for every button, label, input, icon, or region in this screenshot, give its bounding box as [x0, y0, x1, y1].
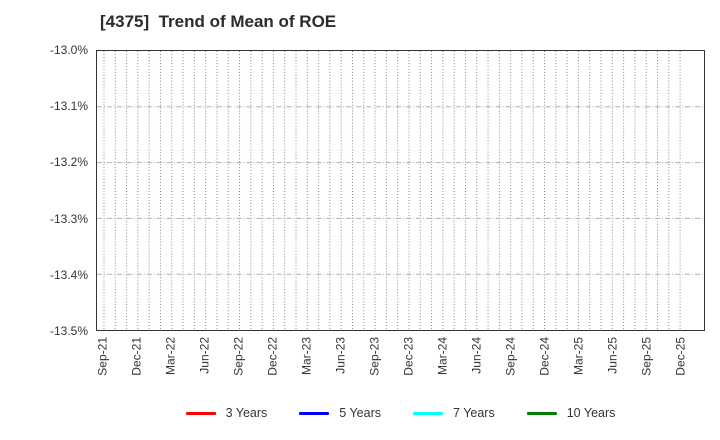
y-tick-label: -13.5%: [49, 324, 88, 338]
x-tick-label: Jun-22: [197, 337, 212, 374]
x-tick-label: Mar-24: [435, 337, 450, 376]
legend-line-5-years: [299, 411, 330, 415]
x-tick-label: Sep-23: [367, 337, 382, 376]
x-tick-label: Sep-22: [231, 337, 246, 376]
y-tick-label: -13.0%: [49, 43, 88, 57]
legend-label-7-years: 7 Years: [453, 406, 495, 420]
x-tick-label: Dec-23: [401, 337, 416, 376]
x-tick-label: Jun-24: [469, 337, 484, 374]
y-tick-label: -13.1%: [49, 99, 88, 114]
x-tick-label: Jun-25: [605, 337, 620, 374]
y-tick-label: -13.2%: [49, 155, 88, 170]
legend-item-7-years: 7 Years: [413, 406, 495, 420]
legend: 3 Years 5 Years 7 Years 10 Years: [96, 403, 705, 423]
legend-line-7-years: [413, 411, 444, 415]
legend-line-3-years: [185, 411, 216, 415]
chart-title: [4375] Trend of Mean of ROE: [100, 12, 337, 31]
x-tick-label: Jun-23: [333, 337, 348, 374]
x-tick-label: Mar-25: [571, 337, 586, 376]
gridlines: [97, 51, 704, 330]
legend-item-3-years: 3 Years: [185, 406, 268, 420]
plot-area: [96, 50, 705, 331]
x-tick-label: Mar-22: [163, 337, 178, 376]
x-tick-label: Dec-21: [129, 337, 144, 376]
x-tick-label: Mar-23: [299, 337, 314, 376]
x-tick-label: Dec-24: [537, 337, 552, 376]
legend-item-10-years: 10 Years: [526, 406, 616, 420]
y-tick-label: -13.3%: [49, 211, 88, 226]
x-tick-label: Sep-21: [95, 337, 110, 376]
legend-label-10-years: 10 Years: [566, 406, 616, 420]
x-tick-label: Sep-24: [503, 337, 518, 376]
x-tick-label: Dec-25: [673, 337, 688, 376]
y-tick-label: -13.4%: [49, 267, 88, 282]
x-tick-label: Sep-25: [639, 337, 654, 376]
legend-line-10-years: [526, 411, 557, 415]
legend-label-3-years: 3 Years: [225, 406, 268, 420]
legend-label-5-years: 5 Years: [339, 406, 382, 420]
legend-item-5-years: 5 Years: [299, 406, 381, 420]
x-tick-label: Dec-22: [265, 337, 280, 376]
